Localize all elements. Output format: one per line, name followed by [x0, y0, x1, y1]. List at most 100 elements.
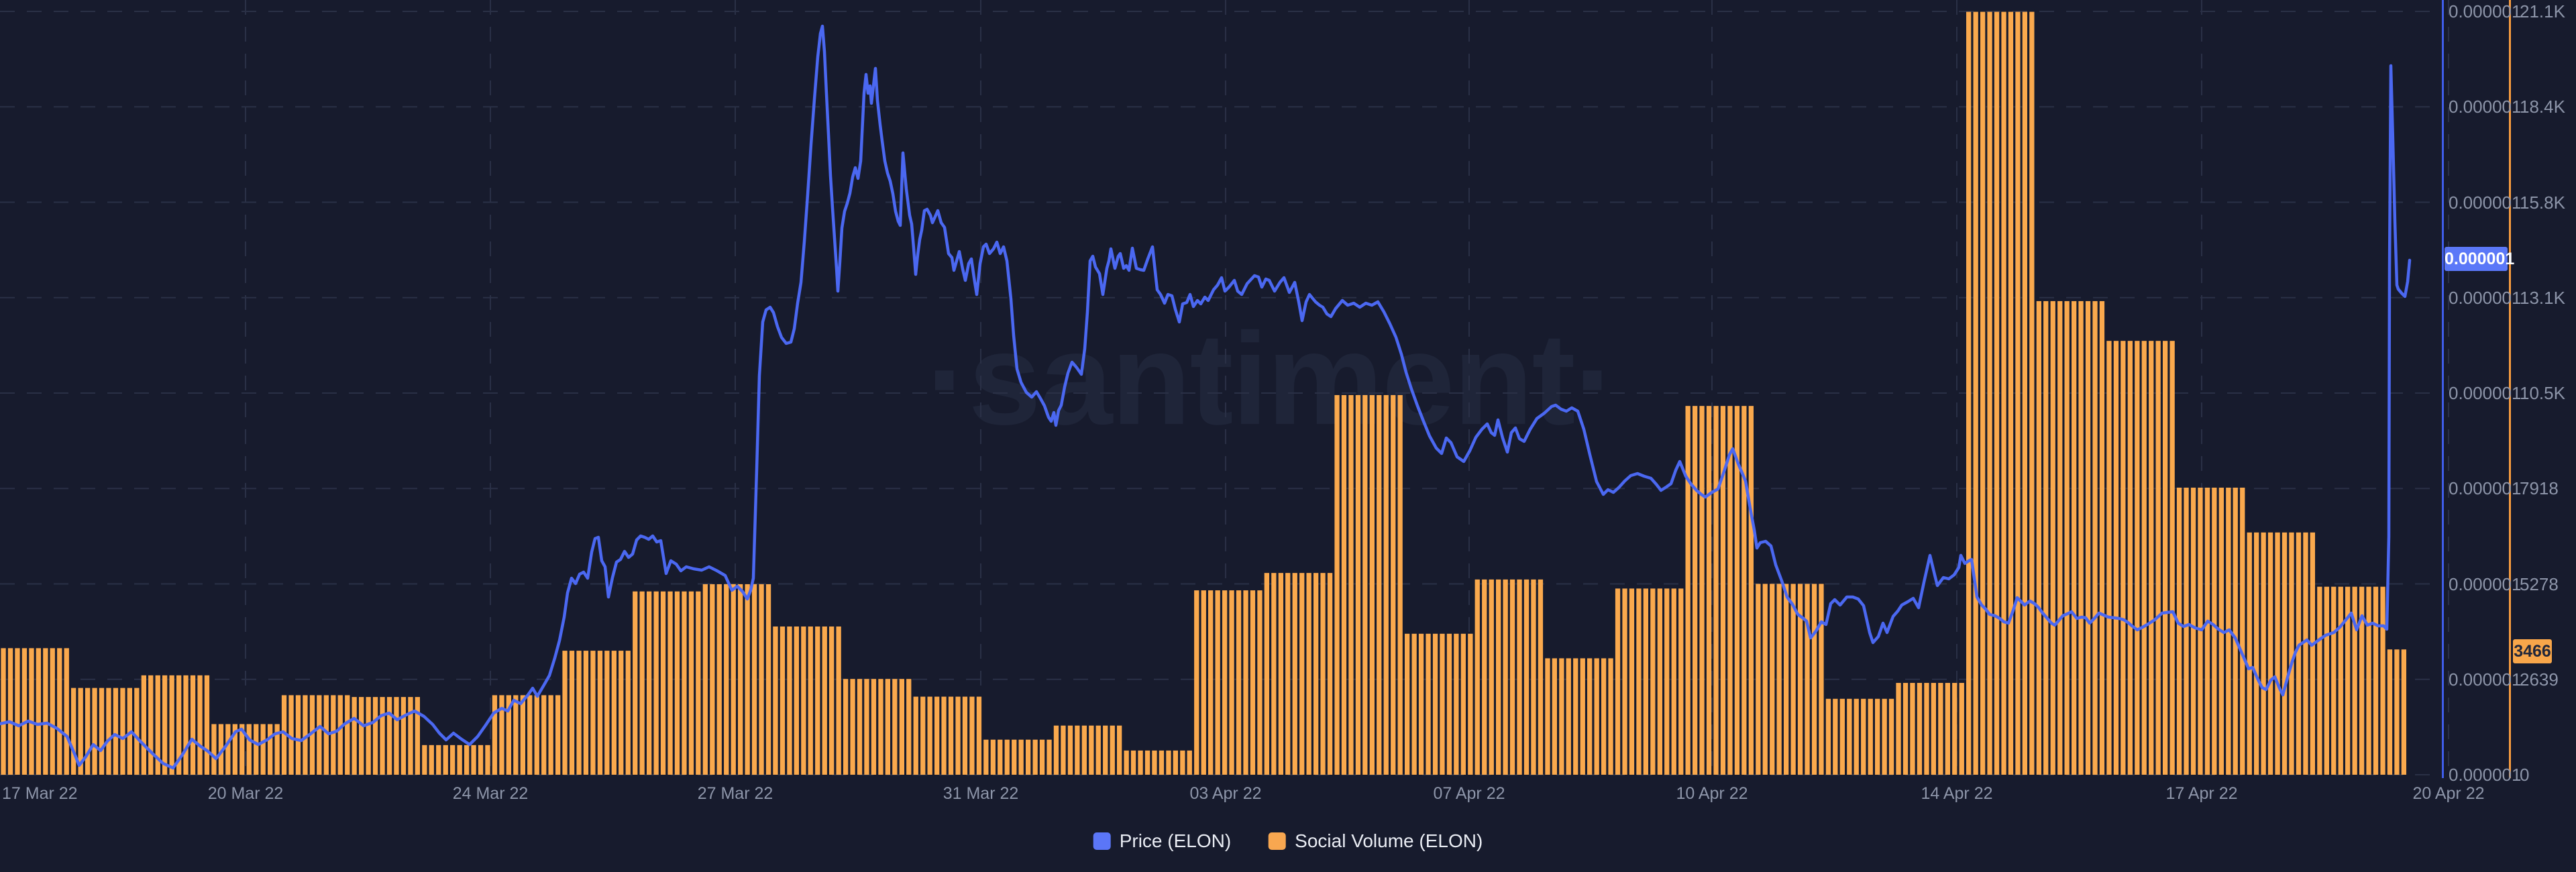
volume-bar[interactable] — [710, 584, 715, 775]
volume-bar[interactable] — [2113, 341, 2119, 775]
volume-bar[interactable] — [1678, 588, 1684, 775]
volume-bar[interactable] — [1474, 579, 1480, 775]
volume-bar[interactable] — [211, 724, 217, 775]
volume-bar[interactable] — [1229, 590, 1234, 775]
volume-bar[interactable] — [337, 695, 343, 775]
volume-bar[interactable] — [113, 688, 119, 775]
volume-bar[interactable] — [2310, 532, 2315, 775]
volume-bar[interactable] — [204, 675, 210, 775]
volume-bar[interactable] — [1075, 725, 1080, 775]
volume-bar[interactable] — [948, 696, 954, 775]
volume-bar[interactable] — [85, 688, 91, 775]
volume-bar[interactable] — [1334, 395, 1340, 775]
volume-bar[interactable] — [1341, 395, 1347, 775]
volume-bar[interactable] — [1095, 725, 1101, 775]
price-line[interactable] — [0, 24, 2412, 770]
volume-bar[interactable] — [2155, 341, 2161, 775]
volume-day-bars[interactable] — [1615, 588, 1684, 775]
volume-bar[interactable] — [2331, 586, 2337, 775]
volume-bar[interactable] — [408, 697, 413, 775]
volume-bar[interactable] — [2261, 532, 2266, 775]
volume-bar[interactable] — [1959, 683, 1964, 775]
volume-bar[interactable] — [1194, 590, 1199, 775]
volume-bar[interactable] — [1805, 584, 1810, 775]
volume-bar[interactable] — [1643, 588, 1648, 775]
volume-bar[interactable] — [1208, 590, 1214, 775]
volume-day-bars[interactable] — [1474, 579, 1544, 775]
volume-bar[interactable] — [1327, 573, 1333, 775]
volume-bar[interactable] — [773, 626, 778, 775]
volume-bar[interactable] — [716, 584, 722, 775]
volume-bar[interactable] — [1103, 725, 1108, 775]
volume-bar[interactable] — [155, 675, 160, 775]
volume-bar[interactable] — [1032, 739, 1038, 775]
volume-bar[interactable] — [78, 688, 83, 775]
volume-bar[interactable] — [1875, 698, 1880, 775]
volume-bar[interactable] — [1124, 750, 1129, 775]
volume-bar[interactable] — [92, 688, 97, 775]
volume-bar[interactable] — [148, 675, 154, 775]
volume-day-bars[interactable] — [2247, 532, 2315, 775]
volume-bar[interactable] — [1776, 584, 1782, 775]
volume-bar[interactable] — [674, 591, 680, 775]
volume-bar[interactable] — [724, 584, 729, 775]
volume-bar[interactable] — [429, 745, 434, 775]
volume-bar[interactable] — [1067, 725, 1073, 775]
volume-bar[interactable] — [976, 696, 982, 775]
volume-bar[interactable] — [506, 695, 511, 775]
volume-bar[interactable] — [2163, 341, 2168, 775]
volume-bar[interactable] — [2317, 586, 2322, 775]
volume-bar[interactable] — [366, 697, 371, 775]
volume-bar[interactable] — [955, 696, 961, 775]
volume-bar[interactable] — [1622, 588, 1627, 775]
volume-bar[interactable] — [520, 695, 525, 775]
volume-day-bars[interactable] — [913, 696, 982, 775]
volume-bar[interactable] — [1854, 698, 1859, 775]
volume-day-bars[interactable] — [1, 648, 69, 775]
volume-bar[interactable] — [380, 697, 385, 775]
volume-day-bars[interactable] — [141, 675, 210, 775]
volume-bar[interactable] — [569, 651, 575, 775]
volume-bar[interactable] — [1243, 590, 1248, 775]
volume-bar[interactable] — [331, 695, 336, 775]
volume-day-bars[interactable] — [1334, 395, 1403, 775]
volume-bar[interactable] — [633, 591, 638, 775]
volume-day-bars[interactable] — [1053, 725, 1122, 775]
volume-bar[interactable] — [1517, 579, 1522, 775]
volume-bar[interactable] — [134, 688, 140, 775]
volume-bar[interactable] — [1503, 579, 1508, 775]
volume-day-bars[interactable] — [983, 739, 1052, 775]
volume-bar[interactable] — [1902, 683, 1909, 775]
volume-bar[interactable] — [120, 688, 125, 775]
volume-bar[interactable] — [1888, 698, 1894, 775]
volume-bar[interactable] — [2127, 341, 2133, 775]
volume-bar[interactable] — [1797, 584, 1803, 775]
volume-bar[interactable] — [1706, 406, 1712, 775]
volume-bar[interactable] — [822, 626, 827, 775]
volume-bar[interactable] — [400, 697, 407, 775]
volume-bar[interactable] — [2022, 11, 2027, 775]
volume-bar[interactable] — [969, 696, 975, 775]
volume-bar[interactable] — [1833, 698, 1838, 775]
volume-bar[interactable] — [2275, 532, 2280, 775]
volume-bar[interactable] — [780, 626, 786, 775]
volume-bar[interactable] — [386, 697, 392, 775]
volume-bar[interactable] — [190, 675, 196, 775]
volume-day-bars[interactable] — [1264, 573, 1333, 775]
volume-bar[interactable] — [1369, 395, 1375, 775]
volume-bar[interactable] — [1397, 395, 1403, 775]
volume-bar[interactable] — [555, 695, 561, 775]
volume-bar[interactable] — [36, 648, 41, 775]
legend-item-price[interactable]: Price (ELON) — [1093, 830, 1231, 852]
volume-bar[interactable] — [281, 695, 287, 775]
volume-bar[interactable] — [1523, 579, 1529, 775]
volume-bar[interactable] — [1559, 658, 1564, 775]
volume-day-bars[interactable] — [562, 651, 631, 775]
volume-bar[interactable] — [492, 695, 498, 775]
volume-bar[interactable] — [1004, 739, 1010, 775]
volume-bar[interactable] — [1468, 633, 1473, 775]
volume-day-bars[interactable] — [1124, 750, 1192, 775]
volume-bar[interactable] — [422, 745, 427, 775]
volume-bar[interactable] — [2387, 649, 2393, 775]
